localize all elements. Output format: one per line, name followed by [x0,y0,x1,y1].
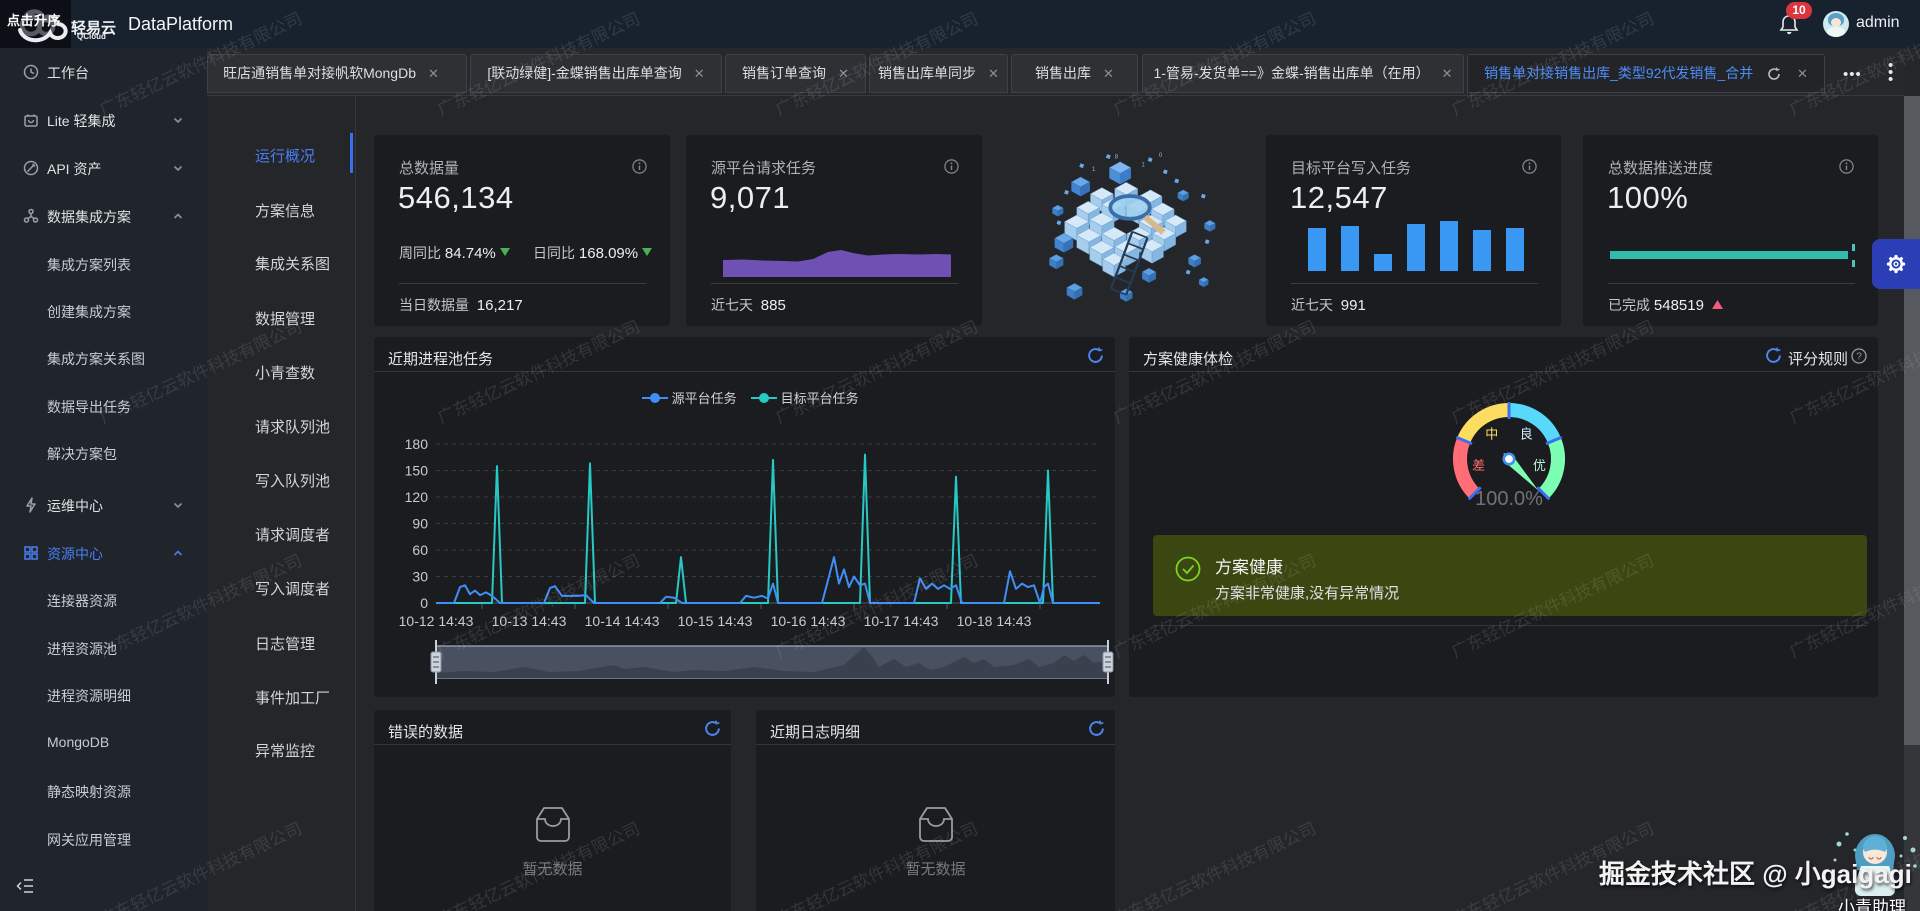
svg-text:差: 差 [1472,458,1485,473]
svg-text:优: 优 [1533,458,1546,473]
svg-text:0: 0 [420,595,428,611]
svg-text:中: 中 [1485,426,1498,441]
svg-text:10-16 14:43: 10-16 14:43 [771,613,846,629]
svg-text:150: 150 [405,463,429,479]
svg-text:30: 30 [412,569,428,585]
svg-text:100.0%: 100.0% [1475,488,1543,510]
svg-text:10-17 14:43: 10-17 14:43 [864,613,939,629]
svg-text:0: 0 [1159,152,1163,159]
svg-text:120: 120 [405,489,429,505]
svg-text:良: 良 [1520,426,1533,441]
svg-text:?: ? [1856,352,1862,363]
svg-text:1: 1 [1092,166,1096,173]
svg-text:60: 60 [412,542,428,558]
svg-text:90: 90 [412,516,428,532]
svg-text:10-15 14:43: 10-15 14:43 [678,613,753,629]
svg-text:180: 180 [405,436,429,452]
svg-text:10-18 14:43: 10-18 14:43 [957,613,1032,629]
svg-text:8: 8 [1115,154,1119,161]
svg-text:1: 1 [1141,161,1145,168]
svg-text:10-12 14:43: 10-12 14:43 [399,613,474,629]
svg-text:10-14 14:43: 10-14 14:43 [585,613,660,629]
svg-text:10-13 14:43: 10-13 14:43 [492,613,567,629]
